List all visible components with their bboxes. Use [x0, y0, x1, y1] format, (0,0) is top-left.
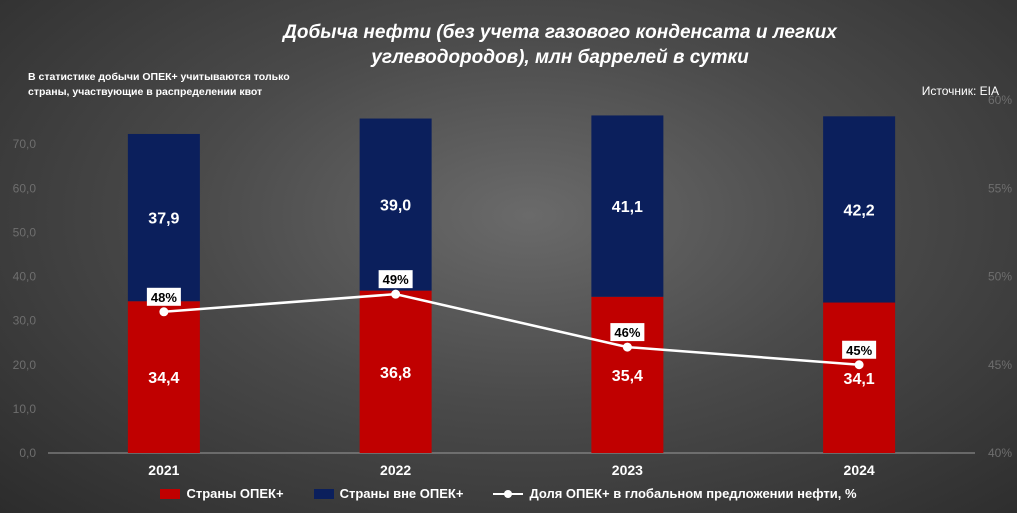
y-tick-label: 20,0: [13, 358, 37, 372]
y2-tick-label: 55%: [988, 181, 1012, 195]
share-label: 48%: [151, 290, 177, 305]
legend-label-opec: Страны ОПЕК+: [186, 486, 284, 501]
legend-label-share: Доля ОПЕК+ в глобальном предложении нефт…: [529, 486, 857, 501]
bar-label-non-opec: 37,9: [148, 211, 179, 228]
source-label: Источник: EIA: [921, 84, 999, 98]
y-tick-label: 30,0: [13, 314, 37, 328]
legend-swatch-share: [493, 489, 524, 499]
y2-tick-label: 50%: [988, 270, 1012, 284]
x-tick-label: 2021: [148, 462, 179, 478]
chart-note-line-1: В статистике добычи ОПЕК+ учитываются то…: [28, 71, 290, 83]
legend-label-non-opec: Страны вне ОПЕК+: [339, 486, 464, 501]
share-point: [391, 289, 401, 299]
share-label-box: [842, 340, 877, 359]
share-label: 45%: [846, 343, 872, 358]
y-tick-label: 10,0: [13, 402, 37, 416]
bar-label-opec: 34,1: [844, 371, 875, 388]
share-line: [163, 292, 860, 366]
x-tick-label: 2024: [844, 462, 875, 478]
legend-swatch-opec: [160, 488, 181, 499]
bar-opec: [127, 301, 200, 453]
bar-non-opec: [127, 133, 200, 302]
share-point: [622, 342, 632, 352]
bar-non-opec: [591, 115, 664, 297]
bar-label-non-opec: 39,0: [380, 198, 411, 215]
share-label: 46%: [614, 325, 640, 340]
y-tick-label: 50,0: [13, 225, 37, 239]
bar-label-opec: 36,8: [380, 365, 411, 382]
x-tick-label: 2022: [380, 462, 411, 478]
x-tick-label: 2023: [612, 462, 643, 478]
chart-note-line-2: страны, участвующие в распределении квот: [28, 86, 263, 98]
y-tick-label: 0,0: [19, 446, 36, 460]
y2-tick-label: 40%: [988, 446, 1012, 460]
share-label-box: [378, 270, 413, 289]
y-tick-label: 40,0: [13, 270, 37, 284]
legend-item-non-opec: Страны вне ОПЕК+: [313, 486, 464, 501]
chart-legend: Страны ОПЕК+ Страны вне ОПЕК+ Доля ОПЕК+…: [0, 486, 1017, 501]
bar-opec: [823, 302, 896, 453]
bar-non-opec: [823, 116, 896, 303]
bar-label-non-opec: 42,2: [844, 202, 875, 219]
bar-label-opec: 34,4: [148, 370, 179, 387]
y2-tick-label: 60%: [988, 93, 1012, 107]
legend-swatch-non-opec: [313, 488, 334, 499]
y2-tick-label: 45%: [988, 358, 1012, 372]
share-label: 49%: [383, 272, 409, 287]
share-point: [159, 307, 169, 317]
chart-title-line-1: Добыча нефти (без учета газового конденс…: [283, 22, 837, 43]
legend-item-opec: Страны ОПЕК+: [160, 486, 284, 501]
legend-item-share: Доля ОПЕК+ в глобальном предложении нефт…: [493, 486, 857, 501]
bar-label-non-opec: 41,1: [612, 199, 643, 216]
y-tick-label: 70,0: [13, 137, 37, 151]
chart-note: В статистике добычи ОПЕК+ учитываются то…: [28, 70, 358, 100]
share-point: [854, 360, 864, 370]
share-label-box: [610, 323, 645, 342]
share-label-box: [146, 287, 181, 306]
bar-opec: [591, 296, 664, 453]
bar-non-opec: [359, 118, 432, 291]
chart-title: Добыча нефти (без учета газового конденс…: [215, 20, 905, 70]
y-tick-label: 60,0: [13, 181, 37, 195]
bar-opec: [359, 290, 432, 453]
chart-title-line-2: углеводородов), млн баррелей в сутки: [371, 47, 749, 68]
bar-label-opec: 35,4: [612, 368, 643, 385]
